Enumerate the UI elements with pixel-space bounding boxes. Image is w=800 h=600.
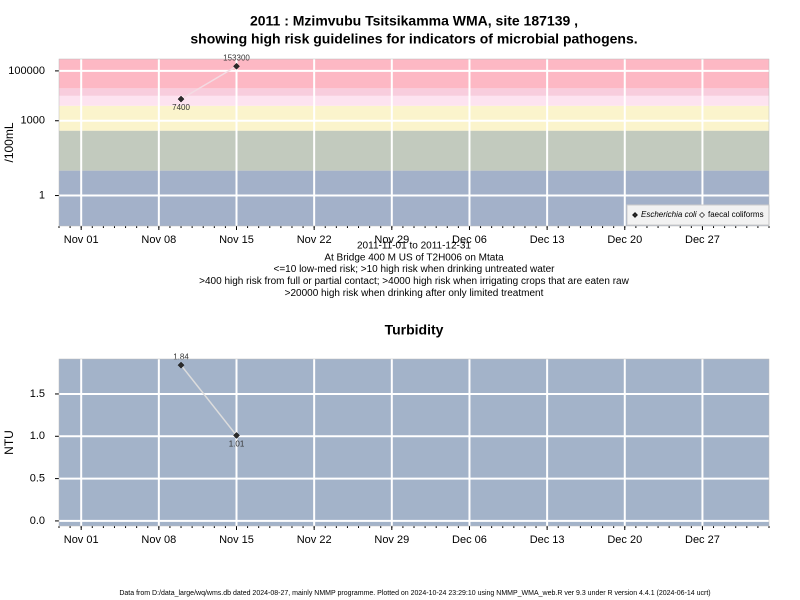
chart-title: showing high risk guidelines for indicat… — [190, 31, 637, 47]
risk-band — [59, 88, 769, 96]
x-tick-label: Dec 20 — [607, 534, 642, 546]
footer: Data from D:/data_large/wq/wms.db dated … — [119, 590, 710, 597]
x-tick-label: Dec 06 — [452, 534, 487, 546]
x-tick-label: Nov 22 — [297, 534, 332, 546]
plot-background — [59, 359, 769, 526]
note: 2011-11-01 to 2011-12-31 — [357, 241, 471, 252]
risk-band — [59, 59, 769, 89]
series-line — [180, 65, 237, 100]
data-label: 1.01 — [229, 440, 245, 449]
data-point — [177, 95, 185, 103]
data-label: 1.84 — [173, 352, 189, 361]
series-line — [180, 364, 238, 436]
x-tick-label: Dec 06 — [452, 234, 487, 246]
note: <=10 low-med risk; >10 high risk when dr… — [274, 264, 556, 275]
note: >20000 high risk when drinking after onl… — [285, 288, 544, 299]
risk-band — [59, 130, 769, 171]
y-tick-label: 1.0 — [30, 430, 45, 442]
data-label: 153300 — [223, 53, 250, 62]
x-tick-label: Nov 01 — [64, 534, 99, 546]
x-tick-label: Nov 15 — [219, 234, 254, 246]
y-axis-label: /100mL — [2, 122, 16, 162]
note: At Bridge 400 M US of T2H006 on Mtata — [324, 252, 504, 263]
x-tick-label: Nov 08 — [141, 234, 176, 246]
data-point — [233, 62, 240, 70]
x-tick-label: Nov 29 — [374, 534, 409, 546]
x-tick-label: Dec 27 — [685, 534, 720, 546]
risk-band — [59, 105, 769, 131]
x-tick-label: Nov 15 — [219, 534, 254, 546]
y-tick-label: 1000 — [21, 115, 45, 127]
y-tick-label: 0.5 — [30, 473, 45, 485]
plot-frame — [58, 58, 770, 227]
x-tick-label: Dec 27 — [685, 234, 720, 246]
plot-frame — [58, 358, 770, 527]
y-tick-label: 0.0 — [30, 515, 45, 527]
y-tick-label: 1 — [39, 189, 45, 201]
data-point — [177, 361, 185, 369]
legend-label: Escherichia coli — [641, 210, 697, 219]
note: >400 high risk from full or partial cont… — [199, 276, 629, 287]
x-tick-label: Dec 13 — [530, 534, 565, 546]
data-label: 7400 — [172, 103, 190, 112]
y-axis-label: NTU — [2, 430, 16, 455]
x-tick-label: Dec 13 — [530, 234, 565, 246]
risk-band — [59, 95, 769, 106]
legend-marker — [632, 212, 638, 218]
x-tick-label: Nov 01 — [64, 234, 99, 246]
legend-label: faecal coliforms — [708, 210, 764, 219]
x-tick-label: Dec 20 — [607, 234, 642, 246]
x-tick-label: Nov 22 — [297, 234, 332, 246]
legend-marker — [699, 212, 705, 218]
chart-title: 2011 : Mzimvubu Tsitsikamma WMA, site 18… — [250, 13, 578, 29]
data-point — [233, 432, 240, 439]
x-tick-label: Nov 29 — [374, 234, 409, 246]
x-tick-label: Nov 08 — [141, 534, 176, 546]
chart-title: Turbidity — [385, 322, 444, 338]
y-tick-label: 100000 — [8, 65, 45, 77]
y-tick-label: 1.5 — [30, 388, 45, 400]
